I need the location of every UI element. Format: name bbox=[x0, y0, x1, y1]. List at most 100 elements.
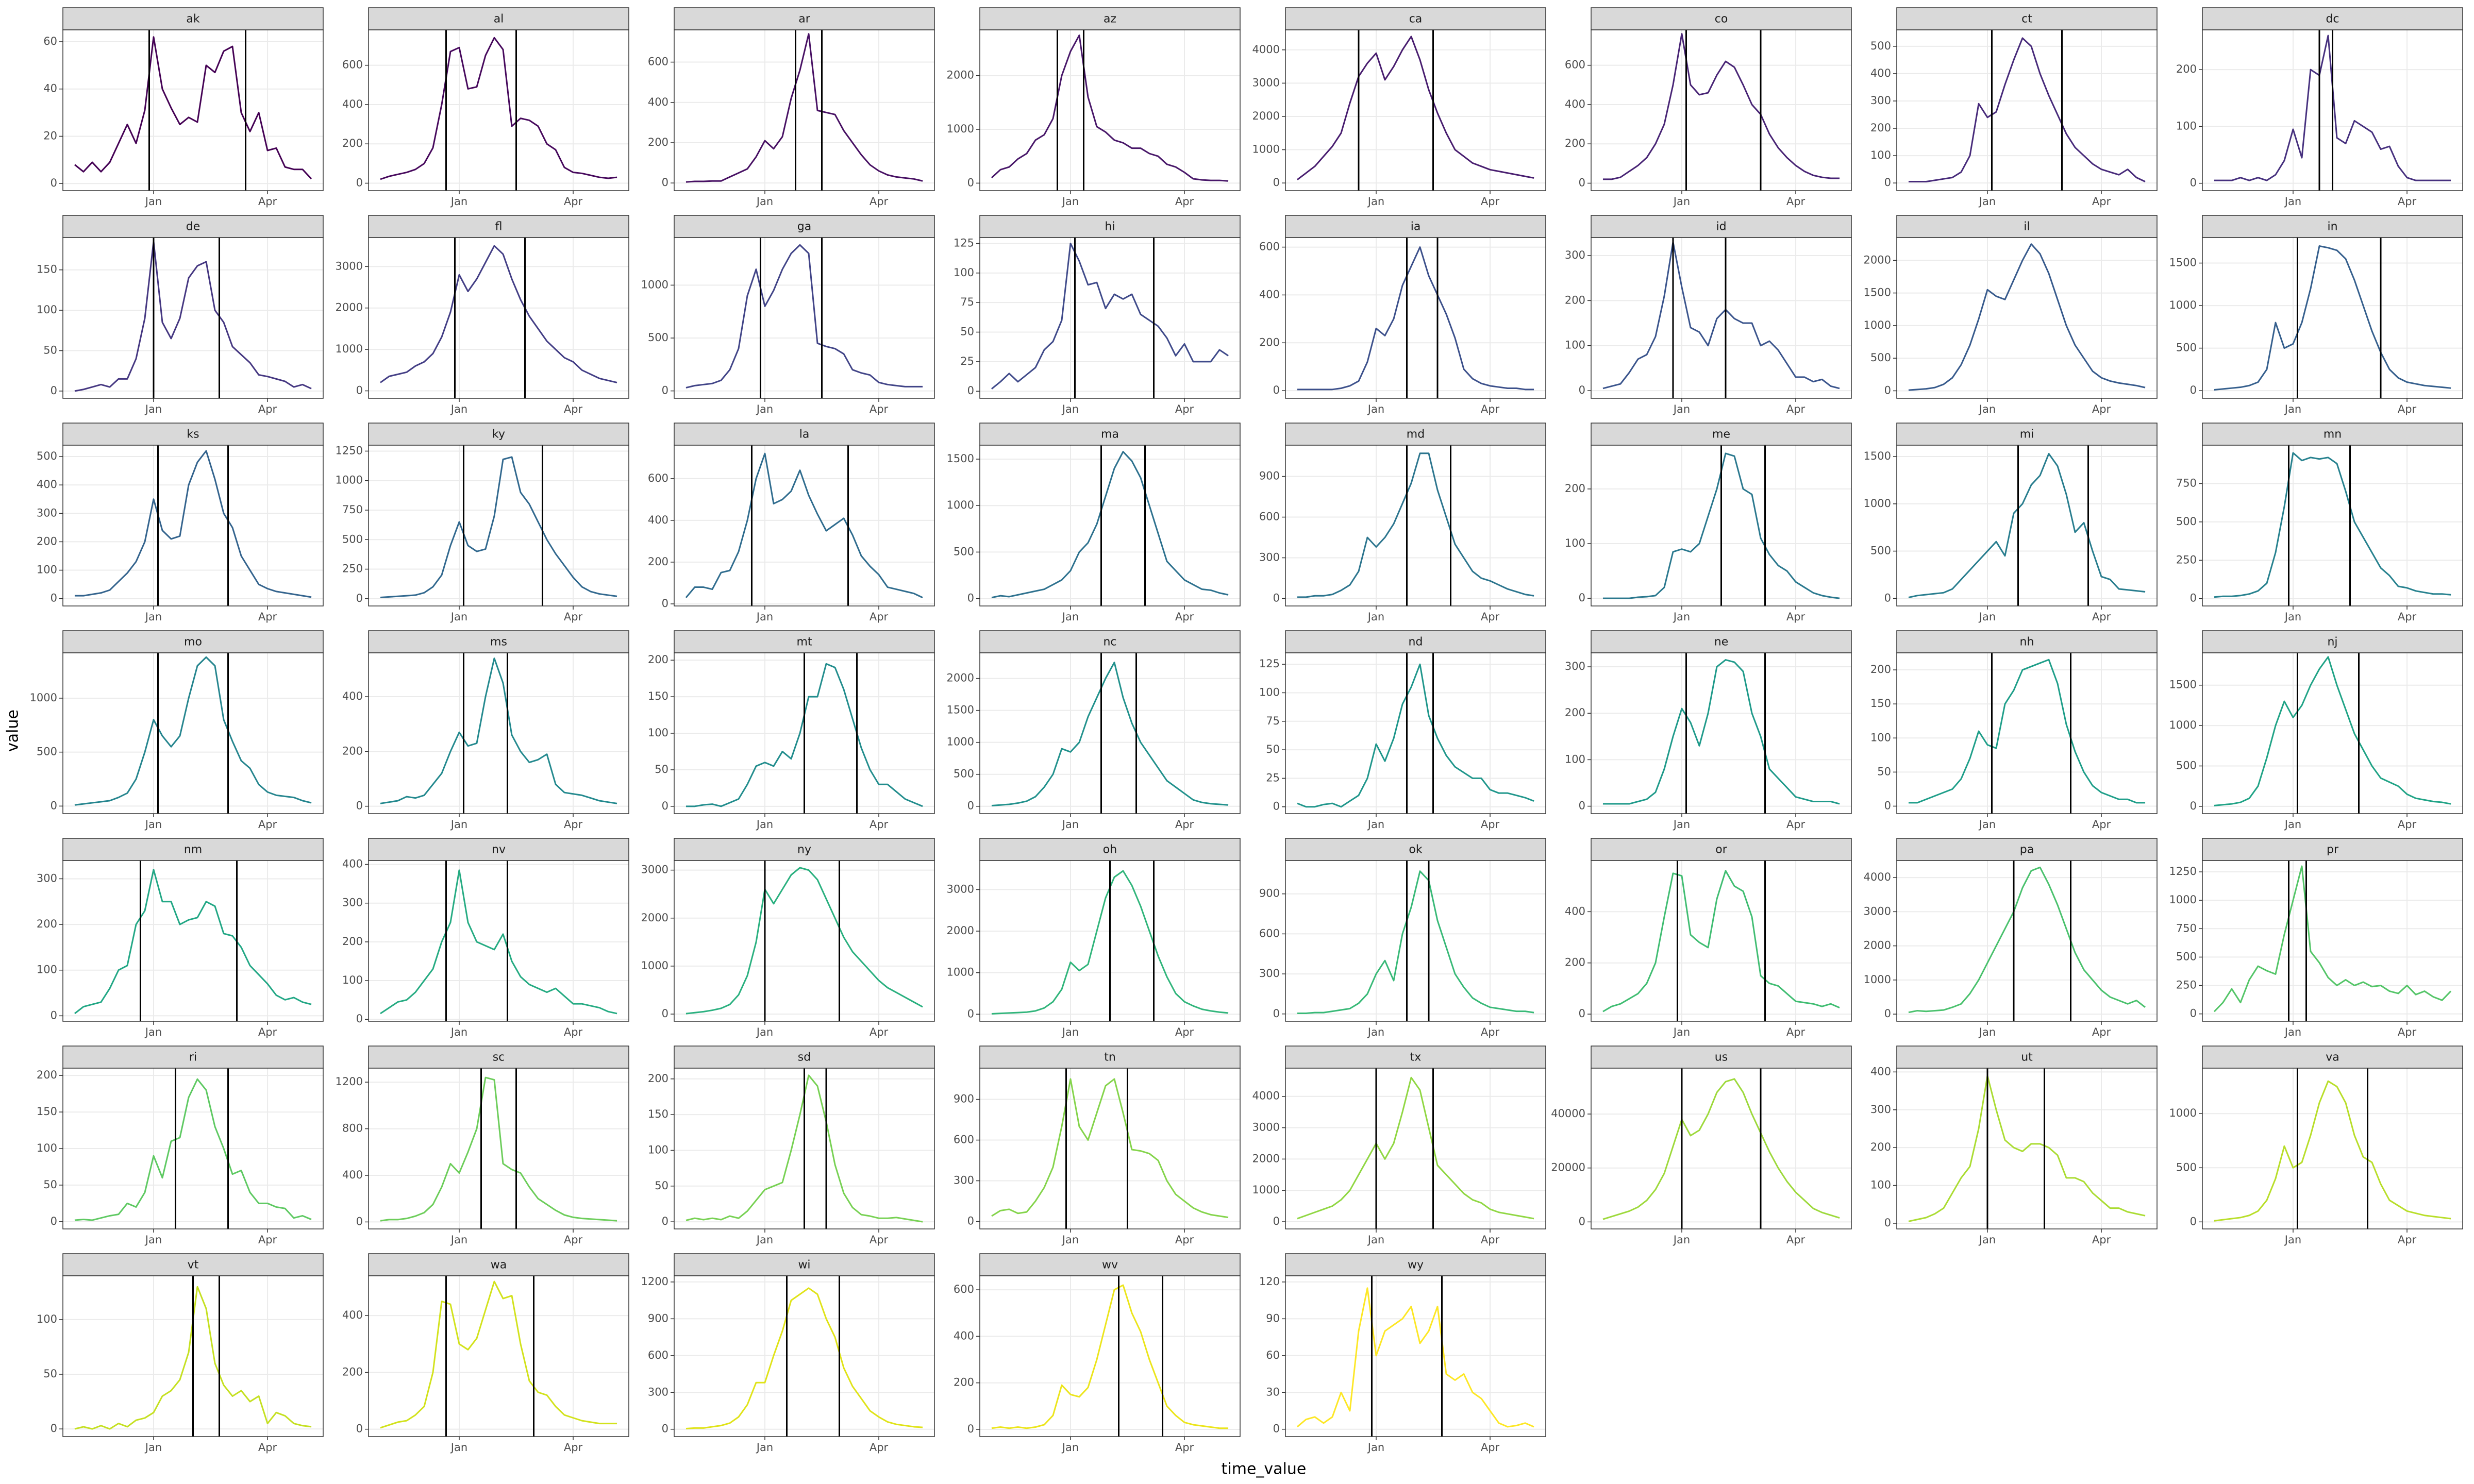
series-line bbox=[1602, 241, 1840, 390]
y-tick-label: 400 bbox=[342, 98, 363, 110]
y-tick-label: 1000 bbox=[947, 499, 974, 511]
y-tick-label: 0 bbox=[2190, 1215, 2197, 1227]
strip-title: al bbox=[494, 13, 504, 26]
y-tick-label: 1000 bbox=[336, 343, 363, 355]
plot-border bbox=[1591, 237, 1852, 399]
y-tick-label: 1000 bbox=[947, 123, 974, 135]
y-tick-label: 100 bbox=[1870, 731, 1891, 744]
x-tick-label: Jan bbox=[756, 1234, 773, 1246]
strip-title: ar bbox=[798, 13, 810, 26]
x-tick-label: Jan bbox=[450, 1234, 467, 1246]
series-line bbox=[1908, 37, 2146, 182]
plot-background bbox=[2202, 653, 2463, 814]
x-tick-label: Jan bbox=[1061, 611, 1079, 623]
x-tick-label: Apr bbox=[258, 1026, 277, 1038]
plot-background bbox=[2202, 445, 2463, 606]
series-line bbox=[2213, 865, 2452, 1013]
strip bbox=[979, 7, 1241, 30]
y-tick-label: 150 bbox=[1870, 697, 1891, 710]
y-tick-label: 200 bbox=[1565, 706, 1585, 719]
y-tick-label: 0 bbox=[356, 1423, 363, 1435]
y-tick-label: 1000 bbox=[1252, 1184, 1280, 1196]
series-line bbox=[1602, 1078, 1840, 1220]
y-tick-label: 0 bbox=[662, 1007, 668, 1020]
y-tick-label: 20000 bbox=[1551, 1161, 1585, 1174]
strip bbox=[62, 7, 324, 30]
strip bbox=[368, 838, 629, 861]
y-tick-label: 100 bbox=[648, 1143, 668, 1156]
y-tick-label: 0 bbox=[967, 592, 974, 604]
y-tick-label: 0 bbox=[356, 592, 363, 604]
strip-title: ia bbox=[1411, 221, 1421, 233]
series-line bbox=[991, 242, 1229, 390]
y-tick-label: 300 bbox=[1870, 94, 1891, 107]
x-tick-label: Jan bbox=[144, 818, 162, 831]
y-tick-label: 1500 bbox=[2169, 257, 2197, 269]
strip-title: us bbox=[1715, 1051, 1728, 1064]
x-tick-label: Apr bbox=[1786, 611, 1806, 623]
y-tick-label: 2000 bbox=[1252, 110, 1280, 122]
series-line bbox=[991, 662, 1229, 806]
y-tick-label: 400 bbox=[37, 478, 57, 491]
plot-background bbox=[980, 1276, 1240, 1437]
x-tick-label: Jan bbox=[1061, 818, 1079, 831]
y-tick-label: 4000 bbox=[1252, 43, 1280, 56]
y-tick-label: 200 bbox=[648, 653, 668, 666]
y-tick-label: 500 bbox=[2176, 515, 2197, 528]
y-tick-label: 400 bbox=[342, 690, 363, 702]
y-tick-label: 75 bbox=[960, 296, 974, 308]
strip bbox=[674, 423, 935, 446]
series-line bbox=[1297, 870, 1534, 1014]
x-tick-label: Apr bbox=[2398, 1026, 2417, 1038]
y-tick-label: 3000 bbox=[641, 864, 668, 876]
plot-background bbox=[1897, 238, 2157, 398]
y-tick-label: 1200 bbox=[641, 1275, 668, 1288]
series-line bbox=[74, 1078, 312, 1221]
y-tick-label: 200 bbox=[1870, 122, 1891, 134]
y-tick-label: 0 bbox=[967, 176, 974, 189]
y-tick-label: 1000 bbox=[30, 692, 57, 704]
plot-border bbox=[1896, 1068, 2158, 1229]
series-line bbox=[2214, 656, 2451, 806]
x-tick-label: Jan bbox=[2284, 611, 2301, 623]
x-tick-label: Jan bbox=[1673, 818, 1690, 831]
x-tick-label: Jan bbox=[756, 403, 773, 415]
y-tick-label: 600 bbox=[1259, 511, 1280, 523]
strip bbox=[979, 215, 1241, 238]
y-tick-label: 200 bbox=[1870, 663, 1891, 676]
plot-border bbox=[368, 652, 629, 814]
strip bbox=[62, 1045, 324, 1069]
x-tick-label: Apr bbox=[2092, 1026, 2111, 1038]
strip-title: ms bbox=[490, 636, 507, 649]
y-tick-label: 0 bbox=[356, 800, 363, 812]
plot-background bbox=[1591, 30, 1851, 191]
x-tick-label: Apr bbox=[258, 611, 277, 623]
x-tick-label: Jan bbox=[756, 1026, 773, 1038]
y-tick-label: 300 bbox=[1259, 967, 1280, 980]
y-tick-label: 300 bbox=[37, 872, 57, 884]
plot-background bbox=[1591, 238, 1851, 398]
y-tick-label: 0 bbox=[1273, 384, 1280, 396]
y-tick-label: 300 bbox=[37, 507, 57, 519]
series-line bbox=[1908, 453, 2146, 598]
x-tick-label: Jan bbox=[2284, 1026, 2301, 1038]
y-tick-label: 400 bbox=[648, 96, 668, 108]
series-line bbox=[380, 245, 617, 383]
plot-border bbox=[62, 860, 324, 1022]
x-tick-label: Jan bbox=[756, 195, 773, 208]
y-tick-label: 25 bbox=[960, 355, 974, 367]
y-tick-label: 200 bbox=[2176, 63, 2197, 75]
y-tick-label: 0 bbox=[356, 384, 363, 397]
x-tick-label: Jan bbox=[1978, 195, 1996, 208]
strip-title: tx bbox=[1410, 1051, 1422, 1064]
x-tick-label: Apr bbox=[1175, 611, 1194, 623]
x-tick-label: Jan bbox=[450, 611, 467, 623]
y-tick-label: 40 bbox=[43, 82, 57, 95]
series-line bbox=[686, 33, 923, 183]
strip-title: nc bbox=[1103, 636, 1116, 649]
x-tick-label: Apr bbox=[870, 611, 889, 623]
strip-title: nm bbox=[184, 844, 202, 856]
y-tick-label: 200 bbox=[1565, 482, 1585, 495]
plot-border bbox=[674, 237, 935, 399]
plot-border bbox=[1591, 445, 1852, 606]
